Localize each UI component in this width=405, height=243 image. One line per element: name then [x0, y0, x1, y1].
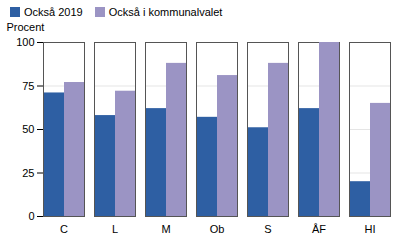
- svg-text:C: C: [60, 223, 68, 235]
- svg-text:100: 100: [16, 36, 34, 48]
- svg-text:S: S: [264, 223, 271, 235]
- svg-text:L: L: [112, 223, 118, 235]
- html-text:Också i kommunalvalet: Också i kommunalvalet: [108, 6, 223, 18]
- svg-text:75: 75: [22, 80, 34, 92]
- svg-text:Ob: Ob: [210, 223, 225, 235]
- svg-text:50: 50: [22, 123, 34, 135]
- svg-text:0: 0: [28, 210, 34, 222]
- svg-text:M: M: [161, 223, 170, 235]
- svg-text:25: 25: [22, 167, 34, 179]
- svg-text:Procent: Procent: [7, 21, 45, 33]
- html-text:Också 2019: Också 2019: [24, 6, 83, 18]
- svg-text:ÅF: ÅF: [312, 223, 326, 235]
- svg-text:HI: HI: [365, 223, 376, 235]
